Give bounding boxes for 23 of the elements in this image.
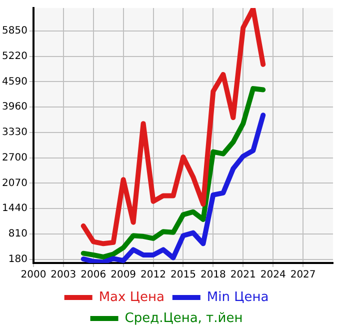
y-tick-label: 2700: [2, 152, 28, 164]
x-tick-label: 2018: [200, 270, 226, 281]
x-tick-label: 2015: [170, 270, 196, 281]
x-tick-label: 2009: [110, 270, 136, 281]
x-tick-label: 2003: [50, 270, 76, 281]
y-tick-label: 4590: [2, 76, 28, 88]
x-tick-label: 2024: [260, 270, 286, 281]
y-tick-label: 180: [8, 254, 28, 265]
y-tick-label: 2070: [2, 178, 28, 189]
x-tick-label: 2006: [80, 270, 106, 281]
y-tick-label: 810: [8, 228, 28, 240]
y-tick-label: 3960: [2, 102, 28, 113]
y-tick-label: 5850: [2, 26, 28, 37]
x-tick-label: 2021: [230, 270, 256, 281]
legend-label: Max Цена: [98, 290, 164, 305]
legend-label: Сред.Цена, т.йен: [124, 310, 243, 326]
y-tick-label: 3330: [2, 127, 28, 138]
x-tick-label: 2027: [290, 270, 316, 281]
y-tick-label: 5220: [2, 50, 28, 62]
legend-label: Min Цена: [206, 290, 269, 305]
y-tick-label: 1440: [2, 203, 28, 214]
x-tick-label: 2012: [140, 270, 166, 281]
x-tick-label: 2000: [20, 270, 46, 281]
